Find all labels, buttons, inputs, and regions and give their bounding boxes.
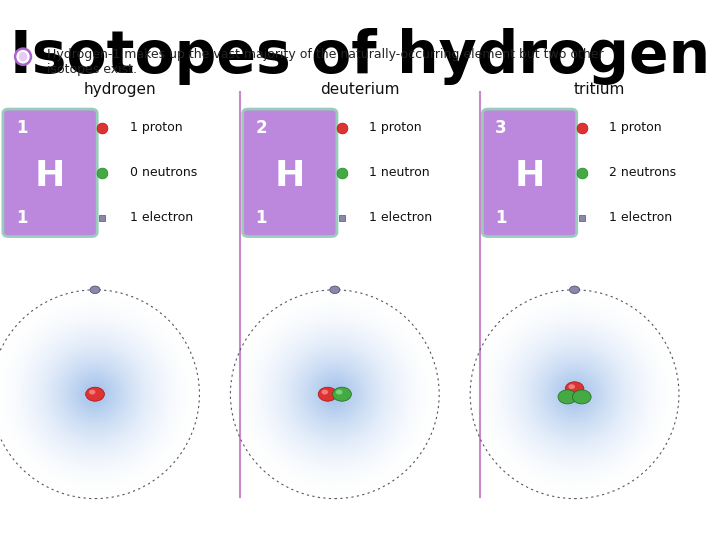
- Circle shape: [318, 387, 337, 401]
- Text: 1: 1: [16, 209, 27, 227]
- Text: 1 proton: 1 proton: [369, 121, 422, 134]
- Text: H: H: [35, 159, 66, 192]
- Text: deuterium: deuterium: [320, 82, 400, 97]
- Circle shape: [565, 382, 584, 396]
- Point: [96, 123, 108, 132]
- Text: hydrogen: hydrogen: [84, 82, 156, 97]
- Point: [96, 168, 108, 177]
- Text: 3: 3: [495, 119, 507, 137]
- Circle shape: [89, 390, 96, 395]
- Circle shape: [572, 390, 591, 404]
- Text: 1 proton: 1 proton: [609, 121, 662, 134]
- Text: 2 neutrons: 2 neutrons: [609, 166, 676, 179]
- Text: 1: 1: [256, 209, 267, 227]
- FancyBboxPatch shape: [482, 109, 577, 237]
- Circle shape: [336, 390, 343, 395]
- Text: 1 neutron: 1 neutron: [369, 166, 430, 179]
- Point: [336, 168, 348, 177]
- Text: 1: 1: [16, 119, 27, 137]
- Circle shape: [570, 286, 580, 294]
- Circle shape: [333, 387, 351, 401]
- Text: 1: 1: [495, 209, 507, 227]
- Point: [576, 168, 588, 177]
- Point: [576, 123, 588, 132]
- Text: H: H: [274, 159, 305, 192]
- Circle shape: [322, 390, 328, 395]
- Ellipse shape: [15, 49, 31, 65]
- Text: 1 electron: 1 electron: [609, 212, 672, 225]
- Text: tritium: tritium: [574, 82, 626, 97]
- Text: Isotopes of hydrogen: Isotopes of hydrogen: [10, 28, 710, 85]
- Text: 1 proton: 1 proton: [130, 121, 182, 134]
- Circle shape: [90, 286, 100, 294]
- FancyBboxPatch shape: [243, 109, 337, 237]
- Point: [576, 214, 588, 222]
- Circle shape: [569, 384, 575, 389]
- FancyBboxPatch shape: [3, 109, 97, 237]
- Point: [336, 214, 348, 222]
- Ellipse shape: [19, 52, 27, 62]
- Circle shape: [86, 387, 104, 401]
- Text: 1 electron: 1 electron: [130, 212, 193, 225]
- Text: H: H: [514, 159, 545, 192]
- Circle shape: [558, 390, 577, 404]
- Text: Hydrogen-1 makes up the vast majority of the naturally-occurring element but two: Hydrogen-1 makes up the vast majority of…: [47, 48, 603, 76]
- Text: 0 neutrons: 0 neutrons: [130, 166, 197, 179]
- Circle shape: [330, 286, 340, 294]
- Point: [96, 214, 108, 222]
- Text: 1 electron: 1 electron: [369, 212, 433, 225]
- Point: [336, 123, 348, 132]
- Text: 2: 2: [256, 119, 267, 137]
